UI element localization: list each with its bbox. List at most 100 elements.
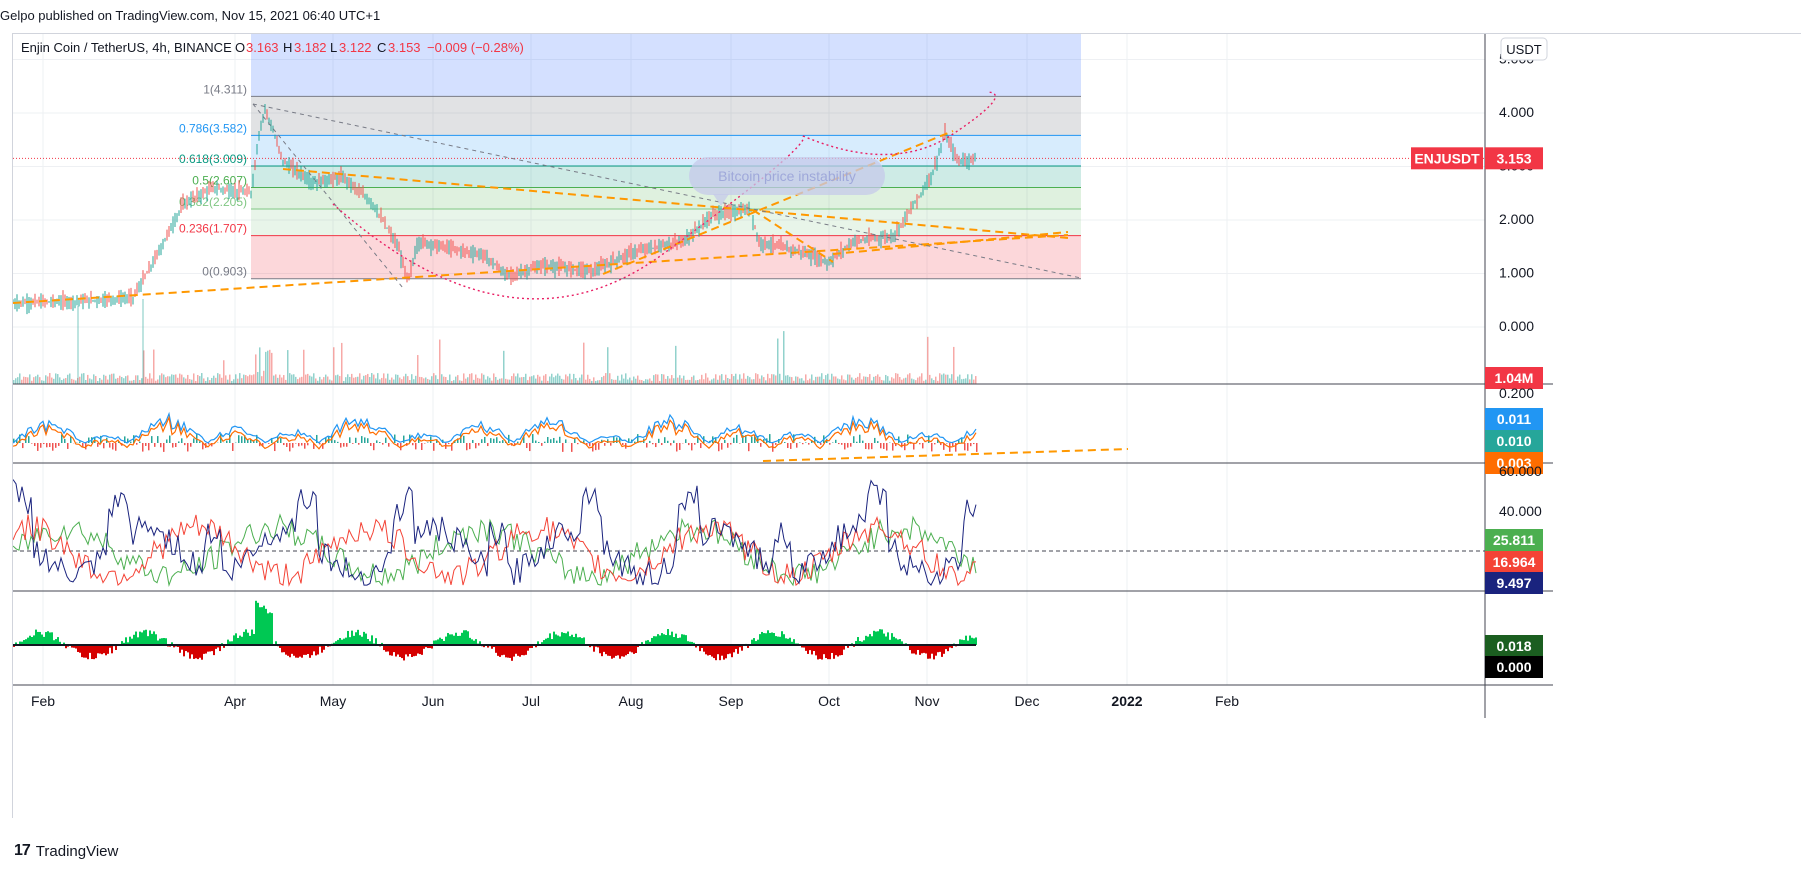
volume-bar [763,377,765,384]
macd-histogram-bar [877,441,879,443]
volume-bar [489,377,491,384]
macd-histogram-bar [304,443,306,449]
macd-histogram-bar [361,436,363,443]
dmi-pane[interactable] [12,479,1485,588]
volume-bar [103,374,105,384]
volume-bar [287,350,289,384]
volume-bar [699,379,701,384]
cup-curve [332,135,805,300]
fib-level-label: 0.5(2.607) [192,174,247,188]
oscillator-bar [829,645,831,660]
oscillator-bar [863,640,865,645]
oscillator-bar [375,638,377,645]
macd-histogram-bar [226,440,228,443]
fib-retracement[interactable]: 1(4.311) 0.786(3.582) 0.618(3.009) 0.5(2.60… [13,34,1485,280]
volume-bar [83,373,85,384]
volume-bar [263,370,265,384]
oscillator-bar [649,641,651,645]
macd-histogram-bar [337,441,339,443]
dmi-line-dmi_minus [12,514,977,587]
oscillator-bar [231,641,233,645]
volume-bar [197,374,199,384]
footer-brand[interactable]: 17 TradingView [14,842,118,860]
volume-bar [129,380,131,384]
oscillator-bar [289,645,291,658]
oscillator-bar [559,636,561,645]
time-axis[interactable]: Feb Apr May Jun Jul Aug Sep Oct Nov Dec 2022 Feb [31,693,1239,709]
volume-bar [743,373,745,384]
volume-bar [939,373,941,384]
volume-bar [269,349,271,384]
oscillator-bar [659,635,661,645]
oscillator-bar [473,640,475,645]
oscillator-bar [87,645,89,660]
volume-bar [677,377,679,384]
volume-bar [271,352,273,384]
legend-l-label: L [330,40,337,55]
oscillator-bar [129,636,131,645]
volume-bar [31,380,33,384]
oscillator-bar [563,632,565,645]
volume-bar [159,375,161,384]
volume-bar [115,378,117,384]
volume-bar [401,379,403,384]
oscillator-bar [813,645,815,651]
volume-bar [789,376,791,384]
oscillator-bar [301,645,303,658]
volume-bar [397,374,399,384]
chart-canvas[interactable]: 1(4.311) 0.786(3.582) 0.618(3.009) 0.5(2.60… [12,34,1801,818]
macd-histogram-bar [595,443,597,451]
volume-bar [975,376,977,384]
volume-bar [523,377,525,384]
macd-histogram-bar [469,443,471,450]
volume-bar [273,375,275,384]
macd-histogram-bar [751,436,753,443]
volume-bar [15,378,17,384]
dmi-line-adx [12,479,977,586]
oscillator-bar [945,645,947,650]
annotation-balloon[interactable]: Bitcoin price instability [689,157,885,206]
currency-button[interactable]: USDT [1500,37,1548,61]
oscillator-bar [881,629,883,645]
oscillator-bar [171,642,173,645]
chart-frame[interactable]: 1(4.311) 0.786(3.582) 0.618(3.009) 0.5(2.60… [12,33,1801,818]
oscillator-bar [429,645,431,649]
oscillator-bar [349,637,351,645]
oscillator-bar [419,645,421,655]
macd-histogram-bar [322,443,324,449]
volume-bar [513,373,515,384]
oscillator-bar [187,645,189,653]
macd-histogram-bar [301,443,303,446]
volume-bar [383,373,385,384]
volume-bar [787,375,789,384]
price-axis[interactable]: 5.0004.0003.0002.0001.0000.0003.153ENJUS… [1411,51,1543,679]
volume-bar [685,379,687,384]
oscillator-bar [183,645,185,657]
volume-bar [257,372,259,384]
oscillator-bar [789,637,791,645]
oscillator-bar [447,633,449,645]
oscillator-bar [763,633,765,645]
oscillator-bar [73,645,75,648]
oscillator-bar [149,630,151,645]
macd-histogram-bar [694,443,696,445]
volume-bar [841,375,843,384]
macd-histogram-bar [685,439,687,443]
oscillator-bar [647,640,649,645]
volume-bar [25,377,27,384]
macd-pane[interactable] [12,411,1129,462]
trend-drawings[interactable] [12,91,1082,304]
time-tick: Jun [422,693,445,709]
macd-histogram-bar [22,443,24,449]
oscillator-bar [457,635,459,645]
oscillator-bar [63,642,65,645]
oscillator-pane[interactable] [13,600,977,661]
volume-bar [191,379,193,384]
macd-histogram-bar [718,443,720,452]
volume-bar [367,373,369,384]
volume-bar [551,373,553,384]
volume-bar [385,378,387,384]
macd-histogram-bar [601,439,603,443]
macd-histogram-bar [559,436,561,443]
volume-bar [123,378,125,384]
